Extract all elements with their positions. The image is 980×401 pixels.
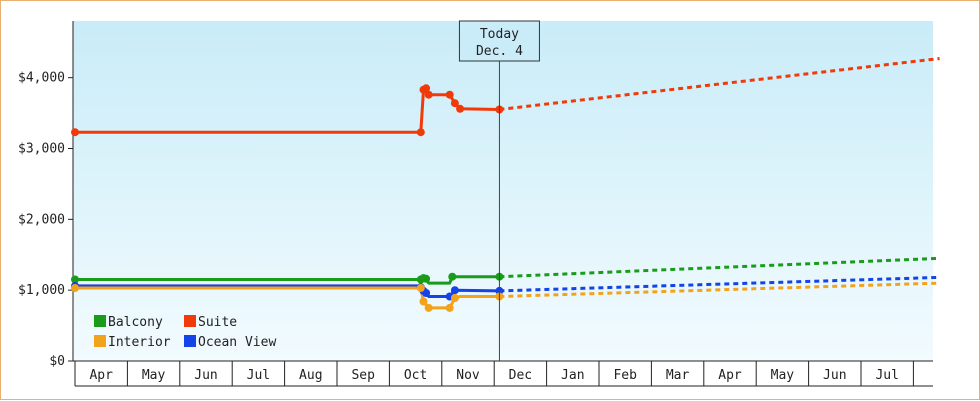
data-point-interior [419,297,428,306]
data-point-suite [445,90,454,99]
legend-label-suite: Suite [198,315,237,330]
data-point-suite [416,128,425,137]
month-label-jun: Jun [194,368,217,383]
forecast-line-balcony [499,256,940,279]
y-tick-label: $1,000 [18,283,65,298]
today-date: Dec. 4 [476,44,523,59]
legend-label-balcony: Balcony [108,315,163,330]
legend-swatch-ocean-view [184,335,196,347]
legend: Balcony Suite Interior Ocean View [94,315,276,350]
x-axis-months: Apr May Jun Jul Aug Sep Oct Nov Dec Jan Feb Mar Apr M… [74,361,933,387]
forecast-line-suite [499,57,940,111]
forecast-lines [499,57,940,298]
month-label-apr: Apr [89,368,113,383]
data-point-suite [450,99,459,108]
month-label-nov: Nov [456,368,480,383]
data-point-interior [450,294,459,302]
month-label-feb: Feb [613,368,637,383]
today-label: Today [480,27,519,42]
data-point-suite [456,104,465,113]
legend-swatch-balcony [94,315,106,327]
month-label-apr: Apr [718,368,742,383]
data-point-ocean-view [422,289,431,297]
forecast-line-ocean-view [499,275,940,293]
month-label-mar: Mar [666,368,690,383]
y-tick-label: $4,000 [18,71,65,86]
data-point-balcony [422,274,431,283]
legend-label-ocean-view: Ocean View [198,335,276,350]
legend-swatch-interior [94,335,106,347]
month-label-sep: Sep [351,368,375,383]
y-tick-label: $0 [49,354,65,369]
month-label-may: May [771,368,795,383]
legend-label-interior: Interior [108,335,171,350]
month-label-aug: Aug [299,368,322,383]
legend-swatch-suite [184,315,196,327]
data-point-interior [445,303,454,312]
month-label-jun: Jun [823,368,846,383]
today-label-box [458,20,540,62]
month-label-may: May [142,368,166,383]
y-axis-ticks: $0 $1,000 $2,000 $3,000 $4,000 [18,71,73,369]
month-label-oct: Oct [404,368,427,383]
data-point-suite [424,90,433,99]
data-point-ocean-view [450,286,459,295]
data-point-balcony [71,275,79,284]
month-label-jan: Jan [561,368,584,383]
forecast-line-interior [499,281,940,298]
month-label-jul: Jul [875,368,898,383]
data-point-balcony [448,272,457,281]
y-tick-label: $2,000 [18,212,65,227]
data-point-suite [422,84,431,93]
y-tick-label: $3,000 [18,142,65,157]
month-label-dec: Dec [509,368,532,383]
data-point-suite [71,128,79,137]
data-point-interior [71,284,79,292]
month-label-jul: Jul [247,368,270,383]
data-point-interior [424,303,433,312]
today-marker: Today Dec. 4 [458,20,540,361]
plot-background [73,21,933,361]
point-markers [71,84,504,312]
data-point-interior [416,284,425,292]
